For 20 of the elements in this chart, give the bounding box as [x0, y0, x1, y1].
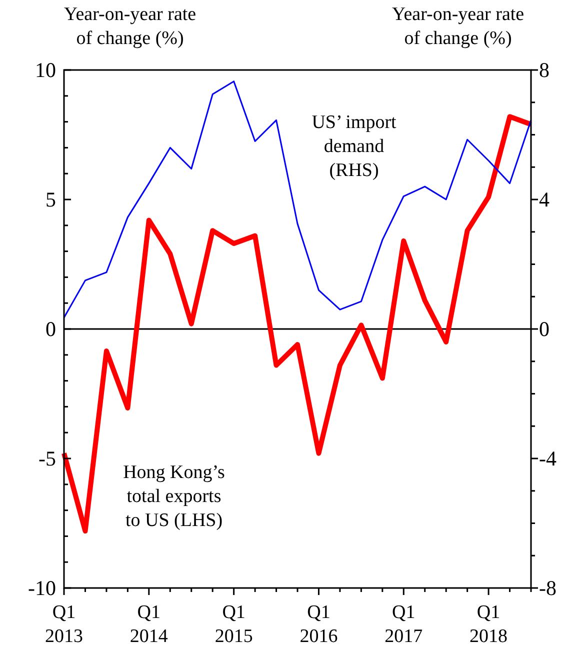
x-tick-label: Q1 2015 — [214, 602, 253, 647]
y-axis-title: Year-on-year rate of change (%) — [64, 4, 196, 49]
y-tick-label: -5 — [38, 446, 56, 470]
y2-tick-label: 0 — [539, 317, 550, 341]
y-tick-label: -10 — [28, 576, 56, 600]
y2-tick-label: -8 — [539, 576, 556, 600]
x-tick-label: Q1 2017 — [384, 602, 423, 647]
y2-tick-label: -4 — [539, 446, 557, 470]
y2-tick-label: 8 — [539, 58, 550, 82]
y-tick-label: 5 — [46, 188, 56, 212]
y2-tick-label: 4 — [539, 188, 550, 212]
series-label: US’ import demand (RHS) — [312, 112, 398, 181]
x-tick-label: Q1 2014 — [130, 602, 168, 647]
x-tick-label: Q1 2013 — [45, 602, 83, 647]
y-tick-label: 10 — [35, 58, 56, 82]
x-tick-label: Q1 2018 — [470, 602, 508, 647]
series-label: Hong Kong’s total exports to US (LHS) — [123, 462, 225, 531]
y-tick-label: 0 — [46, 317, 56, 341]
y2-axis-title: Year-on-year rate of change (%) — [392, 4, 524, 49]
x-tick-label: Q1 2016 — [300, 602, 338, 647]
